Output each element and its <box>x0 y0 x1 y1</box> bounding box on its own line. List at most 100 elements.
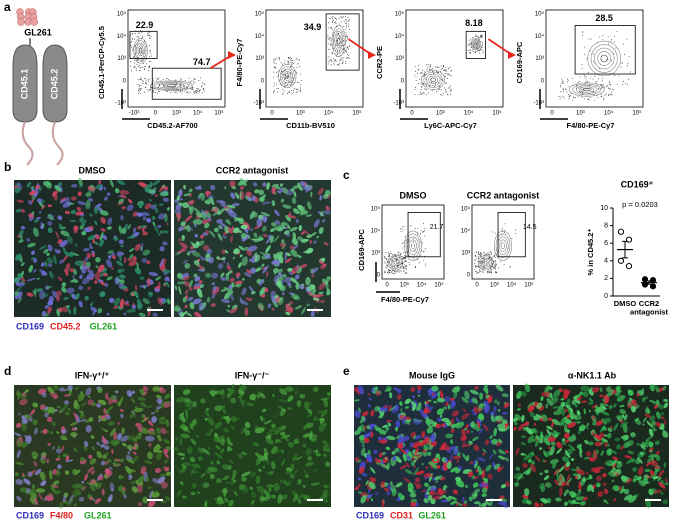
y-axis-label: CD45.1-PerCP-Cy5.5 <box>97 26 106 99</box>
event-dot <box>341 58 342 59</box>
event-dot <box>608 36 609 37</box>
event-dot <box>473 37 474 38</box>
event-dot <box>400 229 401 230</box>
event-dot <box>195 91 196 92</box>
event-dot <box>440 71 441 72</box>
event-dot <box>386 252 387 253</box>
event-dot <box>296 89 297 90</box>
event-dot <box>582 31 583 32</box>
event-dot <box>296 59 297 60</box>
event-dot <box>626 39 627 40</box>
event-dot <box>475 34 476 35</box>
event-dot <box>339 18 340 19</box>
event-dot <box>287 84 288 85</box>
event-dot <box>491 271 492 272</box>
event-dot <box>421 86 422 87</box>
event-dot <box>403 252 404 253</box>
event-dot <box>193 92 194 93</box>
event-dot <box>142 67 143 68</box>
event-dot <box>441 65 442 66</box>
event-dot <box>402 243 403 244</box>
event-dot <box>404 257 405 258</box>
event-dot <box>168 79 169 80</box>
event-dot <box>199 91 200 92</box>
event-dot <box>444 73 445 74</box>
event-dot <box>283 93 284 94</box>
event-dot <box>418 70 419 71</box>
event-dot <box>593 78 594 79</box>
event-dot <box>331 17 332 18</box>
event-dot <box>625 83 626 84</box>
event-dot <box>346 40 347 41</box>
event-dot <box>341 17 342 18</box>
event-dot <box>328 49 329 50</box>
event-dot <box>281 62 282 63</box>
event-dot <box>415 71 416 72</box>
event-dot <box>180 86 181 87</box>
event-dot <box>337 31 338 32</box>
event-dot <box>584 75 585 76</box>
event-dot <box>148 81 149 82</box>
event-dot <box>474 269 475 270</box>
event-dot <box>474 259 475 260</box>
event-dot <box>138 79 139 80</box>
y-tick-label: 0 <box>261 78 265 84</box>
event-dot <box>289 58 290 59</box>
event-dot <box>629 56 630 57</box>
event-dot <box>395 254 396 255</box>
event-dot <box>275 59 276 60</box>
event-dot <box>296 72 297 73</box>
event-dot <box>443 93 444 94</box>
event-dot <box>599 37 600 38</box>
event-dot <box>199 90 200 91</box>
event-dot <box>392 273 393 274</box>
event-dot <box>138 33 139 34</box>
legend-entry: CD45.2 <box>50 321 81 331</box>
panel-label: e <box>343 364 350 378</box>
event-dot <box>141 44 142 45</box>
event-dot <box>478 253 479 254</box>
event-dot <box>348 26 349 27</box>
event-dot <box>337 54 338 55</box>
event-dot <box>277 76 278 77</box>
event-dot <box>488 252 489 253</box>
event-dot <box>491 272 492 273</box>
event-dot <box>292 80 293 81</box>
event-dot <box>495 257 496 258</box>
event-dot <box>493 268 494 269</box>
event-dot <box>406 257 407 258</box>
event-dot <box>149 45 150 46</box>
event-dot <box>576 85 577 86</box>
event-dot <box>419 79 420 80</box>
event-dot <box>191 89 192 90</box>
event-dot <box>138 90 139 91</box>
image-title: α-NK1.1 Ab <box>568 370 617 380</box>
event-dot <box>483 272 484 273</box>
event-dot <box>194 82 195 83</box>
event-dot <box>560 98 561 99</box>
event-dot <box>468 50 469 51</box>
event-dot <box>422 232 423 233</box>
event-dot <box>385 267 386 268</box>
event-dot <box>148 67 149 68</box>
event-dot <box>335 60 336 61</box>
event-dot <box>490 253 491 254</box>
y-tick-label: -10³ <box>115 101 126 107</box>
event-dot <box>477 36 478 37</box>
data-point <box>618 229 623 234</box>
event-dot <box>141 85 142 86</box>
legend-entry: CD169 <box>16 321 44 331</box>
event-dot <box>420 94 421 95</box>
x-tick-label: 10³ <box>296 111 305 117</box>
event-dot <box>444 88 445 89</box>
event-dot <box>416 80 417 81</box>
event-dot <box>435 66 436 67</box>
event-dot <box>276 72 277 73</box>
event-dot <box>404 255 405 256</box>
event-dot <box>288 76 289 77</box>
event-dot <box>431 69 432 70</box>
event-dot <box>297 89 298 90</box>
event-dot <box>300 91 301 92</box>
event-dot <box>561 82 562 83</box>
plot-title: CCR2 antagonist <box>467 190 540 200</box>
